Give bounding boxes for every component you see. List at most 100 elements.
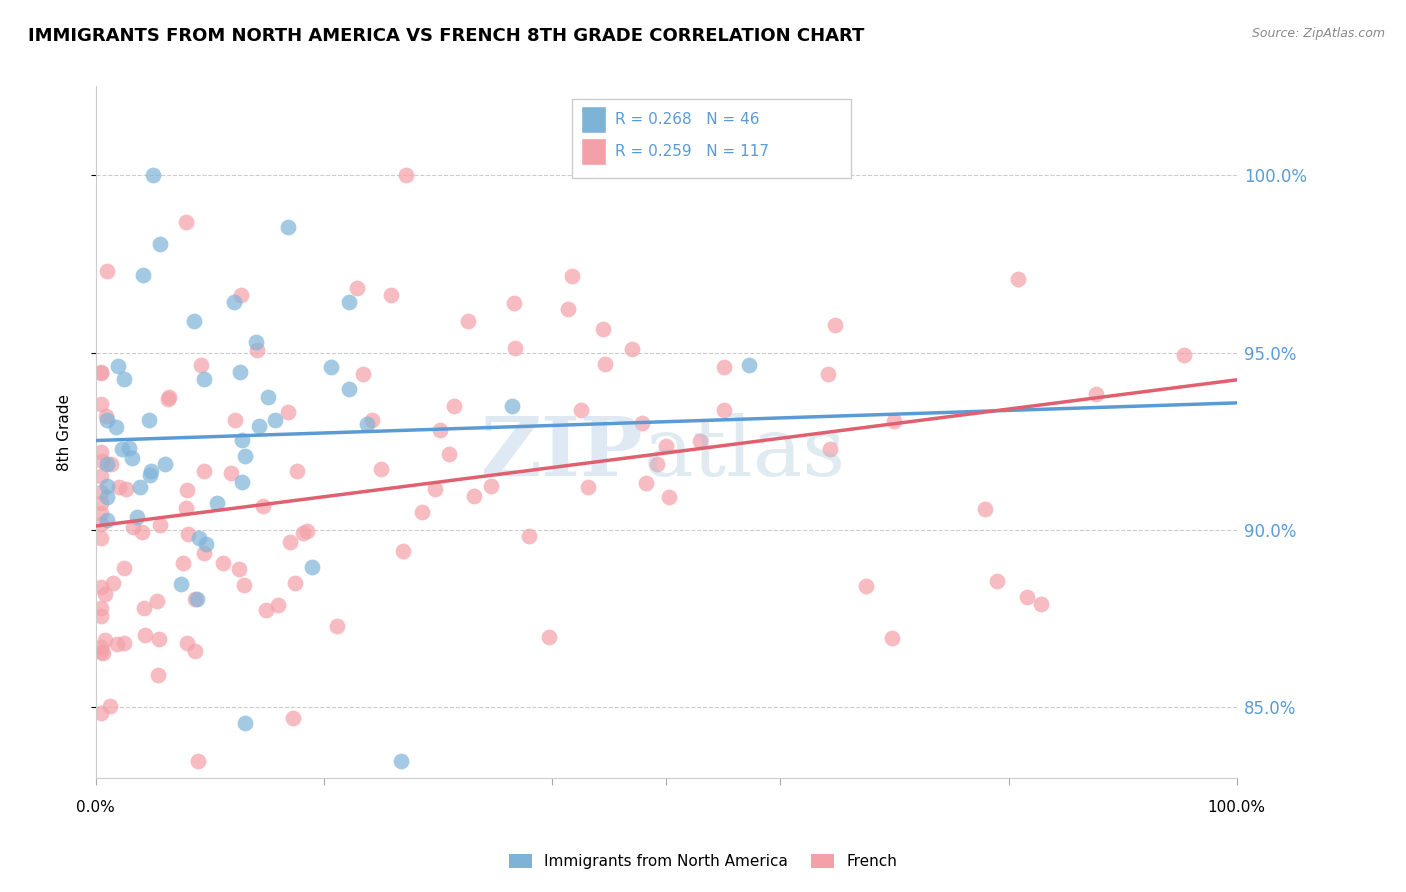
Point	[1031, 597, 1053, 611]
Point	[112, 561, 135, 575]
Point	[90, 496, 112, 510]
Point	[121, 450, 143, 465]
Point	[186, 592, 208, 607]
Point	[100, 457, 122, 471]
Point	[142, 168, 165, 182]
Point	[437, 447, 460, 461]
Y-axis label: 8th Grade: 8th Grade	[58, 394, 72, 471]
Point	[284, 576, 307, 591]
Point	[986, 574, 1008, 588]
Point	[737, 358, 759, 372]
Point	[114, 482, 136, 496]
Point	[233, 716, 256, 731]
Text: 100.0%: 100.0%	[1208, 800, 1265, 814]
Point	[423, 482, 446, 496]
Point	[96, 457, 118, 471]
Point	[134, 601, 156, 615]
Point	[114, 636, 136, 650]
Point	[228, 562, 250, 576]
Point	[138, 467, 160, 482]
Point	[105, 637, 128, 651]
Point	[1173, 348, 1195, 362]
Point	[132, 268, 155, 282]
Point	[112, 372, 135, 386]
Point	[356, 417, 378, 431]
Point	[569, 403, 592, 417]
Point	[321, 359, 343, 374]
Point	[193, 546, 215, 560]
Point	[138, 413, 160, 427]
Point	[219, 466, 242, 480]
Point	[503, 341, 526, 355]
Point	[277, 219, 299, 234]
Point	[346, 281, 368, 295]
Point	[96, 264, 118, 278]
Point	[104, 420, 127, 434]
Point	[855, 579, 877, 593]
Point	[90, 706, 112, 720]
Point	[96, 490, 118, 504]
Point	[127, 510, 149, 524]
Point	[295, 524, 318, 538]
Point	[228, 365, 250, 379]
Point	[257, 390, 280, 404]
Point	[281, 711, 304, 725]
Point	[254, 603, 277, 617]
Point	[557, 302, 579, 317]
Point	[96, 413, 118, 427]
Point	[153, 457, 176, 471]
FancyBboxPatch shape	[581, 106, 606, 133]
Point	[576, 480, 599, 494]
Point	[1017, 590, 1039, 604]
Text: atlas: atlas	[644, 413, 845, 493]
Point	[187, 754, 209, 768]
Point	[818, 442, 841, 456]
Point	[973, 501, 995, 516]
Point	[479, 479, 502, 493]
Point	[145, 593, 167, 607]
Point	[389, 754, 412, 768]
Point	[90, 366, 112, 380]
Point	[817, 368, 839, 382]
Point	[231, 475, 253, 489]
Point	[280, 535, 302, 549]
Point	[631, 417, 654, 431]
Point	[141, 463, 163, 477]
Point	[621, 343, 644, 357]
Point	[96, 479, 118, 493]
Text: IMMIGRANTS FROM NORTH AMERICA VS FRENCH 8TH GRADE CORRELATION CHART: IMMIGRANTS FROM NORTH AMERICA VS FRENCH …	[28, 27, 865, 45]
Point	[184, 644, 207, 658]
Text: R = 0.268   N = 46: R = 0.268 N = 46	[614, 112, 759, 127]
Point	[224, 412, 246, 426]
FancyBboxPatch shape	[581, 138, 606, 164]
Point	[411, 505, 433, 519]
Point	[337, 382, 360, 396]
Point	[658, 490, 681, 504]
Legend: Immigrants from North America, French: Immigrants from North America, French	[503, 848, 903, 875]
Point	[713, 359, 735, 374]
Point	[429, 423, 451, 437]
Point	[207, 496, 229, 510]
Point	[391, 544, 413, 558]
Point	[134, 628, 156, 642]
Point	[149, 517, 172, 532]
Point	[645, 457, 668, 471]
Point	[90, 453, 112, 467]
Point	[90, 445, 112, 459]
Point	[561, 268, 583, 283]
Point	[193, 464, 215, 478]
FancyBboxPatch shape	[572, 99, 851, 178]
Text: 0.0%: 0.0%	[76, 800, 115, 814]
Point	[655, 439, 678, 453]
Point	[96, 409, 118, 423]
Point	[148, 668, 170, 682]
Point	[538, 630, 561, 644]
Point	[463, 489, 485, 503]
Point	[90, 468, 112, 483]
Point	[90, 600, 112, 615]
Point	[277, 405, 299, 419]
Point	[246, 343, 269, 357]
Point	[90, 645, 112, 659]
Point	[267, 599, 290, 613]
Point	[224, 295, 246, 310]
